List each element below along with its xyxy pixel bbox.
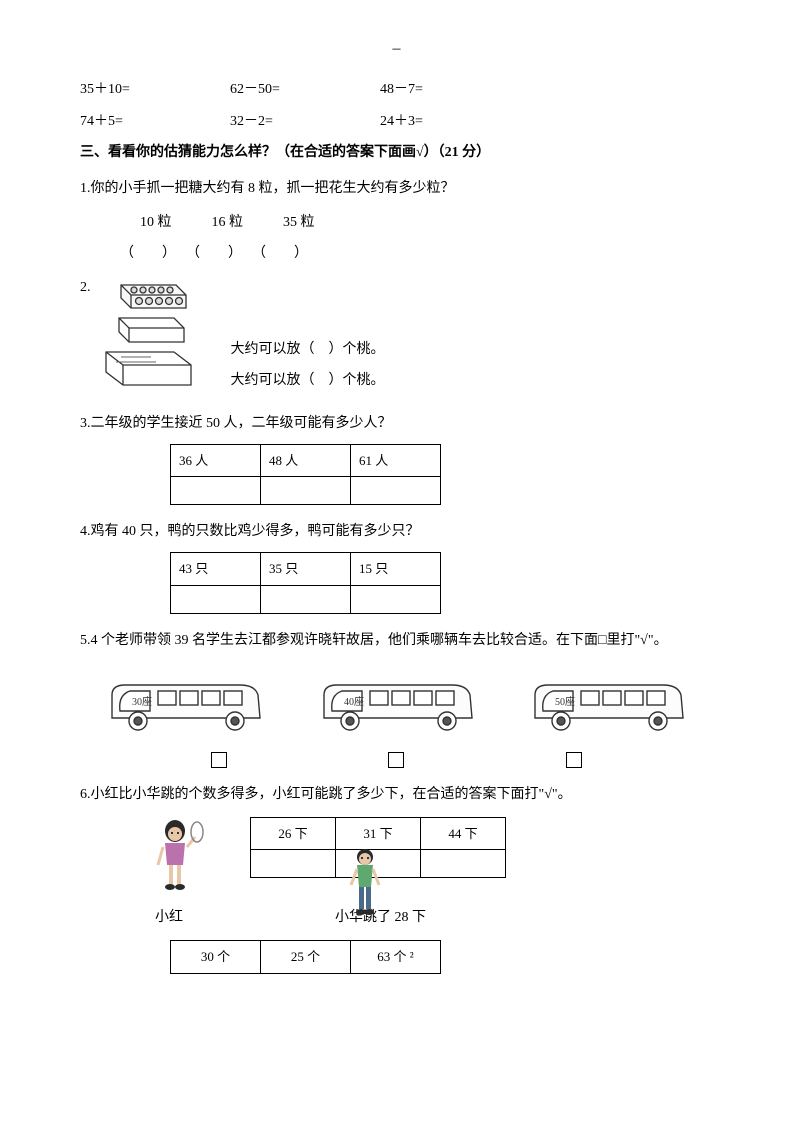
math-1b: 62－50=: [230, 78, 380, 98]
svg-text:50座: 50座: [555, 695, 575, 708]
q4-b3: [351, 585, 441, 613]
q6-captions: 小红 小华跳了 28 下: [155, 905, 713, 930]
q6-bc1: 30 个: [171, 941, 261, 973]
question-3: 3.二年级的学生接近 50 人，二年级可能有多少人？ 36 人 48 人 61 …: [80, 411, 713, 506]
q5-sq2: [388, 752, 404, 768]
q3-b1: [171, 477, 261, 505]
q6-text: 6.小红比小华跳的个数多得多，小红可能跳了多少下，在合适的答案下面打"√"。: [80, 782, 713, 807]
q2-number: 2.: [80, 280, 91, 296]
q1-p3: （ ）: [252, 241, 308, 266]
question-1: 1.你的小手抓一把糖大约有 8 粒，抓一把花生大约有多少粒？ 10 粒 16 粒…: [80, 176, 713, 266]
q5-sq3: [566, 752, 582, 768]
q3-b2: [261, 477, 351, 505]
q4-table: 43 只 35 只 15 只: [170, 552, 441, 613]
q3-c3: 61 人: [351, 444, 441, 476]
q1-p1: （ ）: [120, 241, 176, 266]
q6-bottom: 30 个 25 个 63 个 ²: [80, 940, 713, 973]
q3-text: 3.二年级的学生接近 50 人，二年级可能有多少人？: [80, 411, 713, 436]
xiaohong-col: [130, 817, 230, 897]
q6-c2: 31 下: [336, 818, 421, 850]
svg-text:40座: 40座: [344, 695, 364, 708]
q6-b3: [421, 850, 506, 878]
bus-40-icon: 40座: [312, 673, 482, 738]
q1-opt1: 10 粒: [140, 210, 172, 235]
q6-c3: 44 下: [421, 818, 506, 850]
q6-table-col: 26 下 31 下 44 下: [250, 817, 506, 878]
q6-b1: [251, 850, 336, 878]
question-2: 2. 大约可以放（ ）个桃。 大约可以放（ ）个桃。: [80, 280, 713, 397]
q1-p2: （ ）: [186, 241, 242, 266]
q1-parens: （ ） （ ） （ ）: [120, 241, 713, 266]
math-1a: 35＋10=: [80, 78, 230, 98]
xiaohua-figure: [345, 847, 385, 931]
q5-text: 5.4 个老师带领 39 名学生去江都参观许晓轩故居，他们乘哪辆车去比较合适。在…: [80, 628, 713, 653]
q5-sq1: [211, 752, 227, 768]
q2-text-col: 大约可以放（ ）个桃。 大约可以放（ ）个桃。: [231, 280, 385, 397]
question-5: 5.4 个老师带领 39 名学生去江都参观许晓轩故居，他们乘哪辆车去比较合适。在…: [80, 628, 713, 768]
bus-50-icon: 50座: [523, 673, 693, 738]
xiaohua-icon: [345, 847, 385, 922]
q3-c2: 48 人: [261, 444, 351, 476]
q5-squares: [130, 752, 663, 768]
bus-30-icon: 30座: [100, 673, 270, 738]
math-2c: 24＋3=: [380, 110, 530, 130]
math-row-2: 74＋5= 32－2= 24＋3=: [80, 110, 713, 130]
section-3-title: 三、看看你的估猜能力怎么样？（在合适的答案下面画√）（21 分）: [80, 142, 713, 164]
q2-line1: 大约可以放（ ）个桃。: [231, 335, 385, 366]
q4-b2: [261, 585, 351, 613]
math-2b: 32－2=: [230, 110, 380, 130]
q1-opt3: 35 粒: [283, 210, 315, 235]
q3-b3: [351, 477, 441, 505]
q1-opt2: 16 粒: [212, 210, 244, 235]
q3-table: 36 人 48 人 61 人: [170, 444, 441, 505]
q4-text: 4.鸡有 40 只，鸭的只数比鸡少得多，鸭可能有多少只？: [80, 519, 713, 544]
q3-c1: 36 人: [171, 444, 261, 476]
xiaohong-label: 小红: [155, 905, 275, 930]
math-2a: 74＋5=: [80, 110, 230, 130]
q1-text: 1.你的小手抓一把糖大约有 8 粒，抓一把花生大约有多少粒？: [80, 176, 713, 201]
question-6: 6.小红比小华跳的个数多得多，小红可能跳了多少下，在合适的答案下面打"√"。: [80, 782, 713, 974]
q6-bc2: 25 个: [261, 941, 351, 973]
question-4: 4.鸡有 40 只，鸭的只数比鸡少得多，鸭可能有多少只？ 43 只 35 只 1…: [80, 519, 713, 614]
q4-c1: 43 只: [171, 553, 261, 585]
svg-text:30座: 30座: [132, 695, 152, 708]
q4-b1: [171, 585, 261, 613]
xiaohong-icon: [153, 817, 208, 897]
page-top-dash: –: [80, 40, 713, 58]
q4-c3: 15 只: [351, 553, 441, 585]
q6-bc3: 63 个 ²: [351, 941, 441, 973]
q6-c1: 26 下: [251, 818, 336, 850]
q5-bus-row: 30座 40座 50座: [100, 673, 693, 738]
q6-row: 26 下 31 下 44 下: [130, 817, 713, 897]
q1-options: 10 粒 16 粒 35 粒: [140, 210, 713, 235]
math-row-1: 35＋10= 62－50= 48－7=: [80, 78, 713, 98]
q4-c2: 35 只: [261, 553, 351, 585]
q2-line2: 大约可以放（ ）个桃。: [231, 366, 385, 397]
boxes-icon: [101, 280, 201, 395]
q6-bottom-table: 30 个 25 个 63 个 ²: [170, 940, 441, 973]
math-1c: 48－7=: [380, 78, 530, 98]
